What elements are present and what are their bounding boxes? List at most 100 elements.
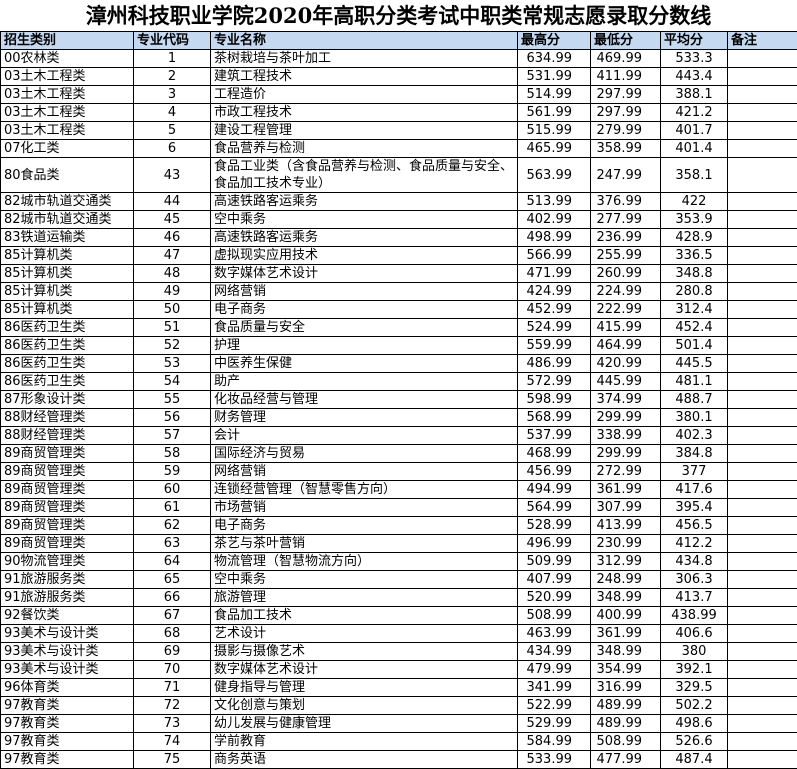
table-cell: 连锁经营管理（智慧零售方向）: [210, 480, 518, 499]
table-cell: 222.99: [590, 300, 661, 319]
table-cell: 网络营销: [210, 462, 518, 481]
table-cell: 508.99: [517, 606, 591, 625]
table-cell: 助产: [210, 372, 518, 391]
table-cell: 摄影与摄像艺术: [210, 642, 518, 661]
table-cell: 469.99: [590, 49, 661, 68]
table-cell: 299.99: [590, 408, 661, 427]
table-cell: 411.99: [590, 67, 661, 86]
table-cell: 92餐饮类: [0, 606, 134, 625]
table-cell: 茶树栽培与茶叶加工: [210, 49, 518, 68]
table-cell: 526.6: [660, 732, 728, 751]
empty-cell: [727, 121, 797, 140]
table-cell: 509.99: [517, 552, 591, 571]
table-cell: 化妆品经营与管理: [210, 390, 518, 409]
table-cell: 89商贸管理类: [0, 480, 134, 499]
table-cell: 452.99: [517, 300, 591, 319]
table-cell: 280.8: [660, 282, 728, 301]
table-cell: 299.99: [590, 444, 661, 463]
table-cell: 481.1: [660, 372, 728, 391]
empty-cell: [727, 750, 797, 769]
table-cell: 564.99: [517, 498, 591, 517]
table-cell: 食品加工技术: [210, 606, 518, 625]
empty-cell: [727, 732, 797, 751]
table-cell: 312.4: [660, 300, 728, 319]
table-cell: 434.8: [660, 552, 728, 571]
table-row: 97教育类 73 幼儿发展与健康管理 529.99 489.99 498.6: [0, 714, 797, 733]
empty-cell: [727, 282, 797, 301]
table-cell: 中医养生保健: [210, 354, 518, 373]
table-cell: 电子商务: [210, 516, 518, 535]
table-cell: 224.99: [590, 282, 661, 301]
table-cell: 528.99: [517, 516, 591, 535]
table-cell: 412.2: [660, 534, 728, 553]
table-row: 97教育类 75 商务英语 533.99 477.99 487.4: [0, 750, 797, 769]
table-cell: 384.8: [660, 444, 728, 463]
table-cell: 524.99: [517, 318, 591, 337]
table-row: 96体育类 71 健身指导与管理 341.99 316.99 329.5: [0, 678, 797, 697]
table-cell: 247.99: [590, 157, 661, 193]
table-cell: 86医药卫生类: [0, 372, 134, 391]
empty-cell: [727, 426, 797, 445]
table-cell: 508.99: [590, 732, 661, 751]
table-cell: 348.8: [660, 264, 728, 283]
table-cell: 96体育类: [0, 678, 134, 697]
table-cell: 1: [133, 49, 211, 68]
table-cell: 57: [133, 426, 211, 445]
table-cell: 建筑工程技术: [210, 67, 518, 86]
table-cell: 361.99: [590, 480, 661, 499]
table-row: 91旅游服务类 65 空中乘务 407.99 248.99 306.3: [0, 570, 797, 589]
table-cell: 452.4: [660, 318, 728, 337]
table-cell: 03土木工程类: [0, 85, 134, 104]
table-cell: 旅游管理: [210, 588, 518, 607]
table-row: 86医药卫生类 54 助产 572.99 445.99 481.1: [0, 372, 797, 391]
table-cell: 348.99: [590, 642, 661, 661]
table-cell: 428.9: [660, 228, 728, 247]
table-cell: 53: [133, 354, 211, 373]
table-cell: 520.99: [517, 588, 591, 607]
table-cell: 90物流管理类: [0, 552, 134, 571]
header-row: 招生类别 专业代码 专业名称 最高分 最低分 平均分 备注: [0, 31, 797, 50]
header-cell: 平均分: [660, 31, 728, 50]
table-cell: 422: [660, 192, 728, 211]
table-row: 82城市轨道交通类 44 高速铁路客运乘务 513.99 376.99 422: [0, 192, 797, 211]
table-cell: 97教育类: [0, 714, 134, 733]
table-cell: 421.2: [660, 103, 728, 122]
table-row: 89商贸管理类 60 连锁经营管理（智慧零售方向） 494.99 361.99 417.6: [0, 480, 797, 499]
table-cell: 97教育类: [0, 750, 134, 769]
table-cell: 55: [133, 390, 211, 409]
table-cell: 514.99: [517, 85, 591, 104]
table-cell: 494.99: [517, 480, 591, 499]
table-cell: 537.99: [517, 426, 591, 445]
table-cell: 幼儿发展与健康管理: [210, 714, 518, 733]
table-cell: 00农林类: [0, 49, 134, 68]
table-cell: 商务英语: [210, 750, 518, 769]
table-cell: 43: [133, 157, 211, 193]
table-cell: 85计算机类: [0, 246, 134, 265]
table-row: 86医药卫生类 53 中医养生保健 486.99 420.99 445.5: [0, 354, 797, 373]
empty-cell: [727, 336, 797, 355]
table-cell: 413.7: [660, 588, 728, 607]
table-cell: 07化工类: [0, 139, 134, 158]
table-cell: 415.99: [590, 318, 661, 337]
table-row: 89商贸管理类 58 国际经济与贸易 468.99 299.99 384.8: [0, 444, 797, 463]
table-cell: 568.99: [517, 408, 591, 427]
table-cell: 73: [133, 714, 211, 733]
table-cell: 487.4: [660, 750, 728, 769]
empty-cell: [727, 85, 797, 104]
table-row: 03土木工程类 4 市政工程技术 561.99 297.99 421.2: [0, 103, 797, 122]
table-cell: 255.99: [590, 246, 661, 265]
table-cell: 45: [133, 210, 211, 229]
table-cell: 272.99: [590, 462, 661, 481]
table-cell: 479.99: [517, 660, 591, 679]
table-cell: 531.99: [517, 67, 591, 86]
table-row: 97教育类 72 文化创意与策划 522.99 489.99 502.2: [0, 696, 797, 715]
table-cell: 86医药卫生类: [0, 318, 134, 337]
table-cell: 563.99: [517, 157, 591, 193]
table-cell: 445.99: [590, 372, 661, 391]
table-cell: 2: [133, 67, 211, 86]
table-cell: 高速铁路客运乘务: [210, 228, 518, 247]
table-cell: 380.1: [660, 408, 728, 427]
table-cell: 虚拟现实应用技术: [210, 246, 518, 265]
table-cell: 文化创意与策划: [210, 696, 518, 715]
table-cell: 392.1: [660, 660, 728, 679]
